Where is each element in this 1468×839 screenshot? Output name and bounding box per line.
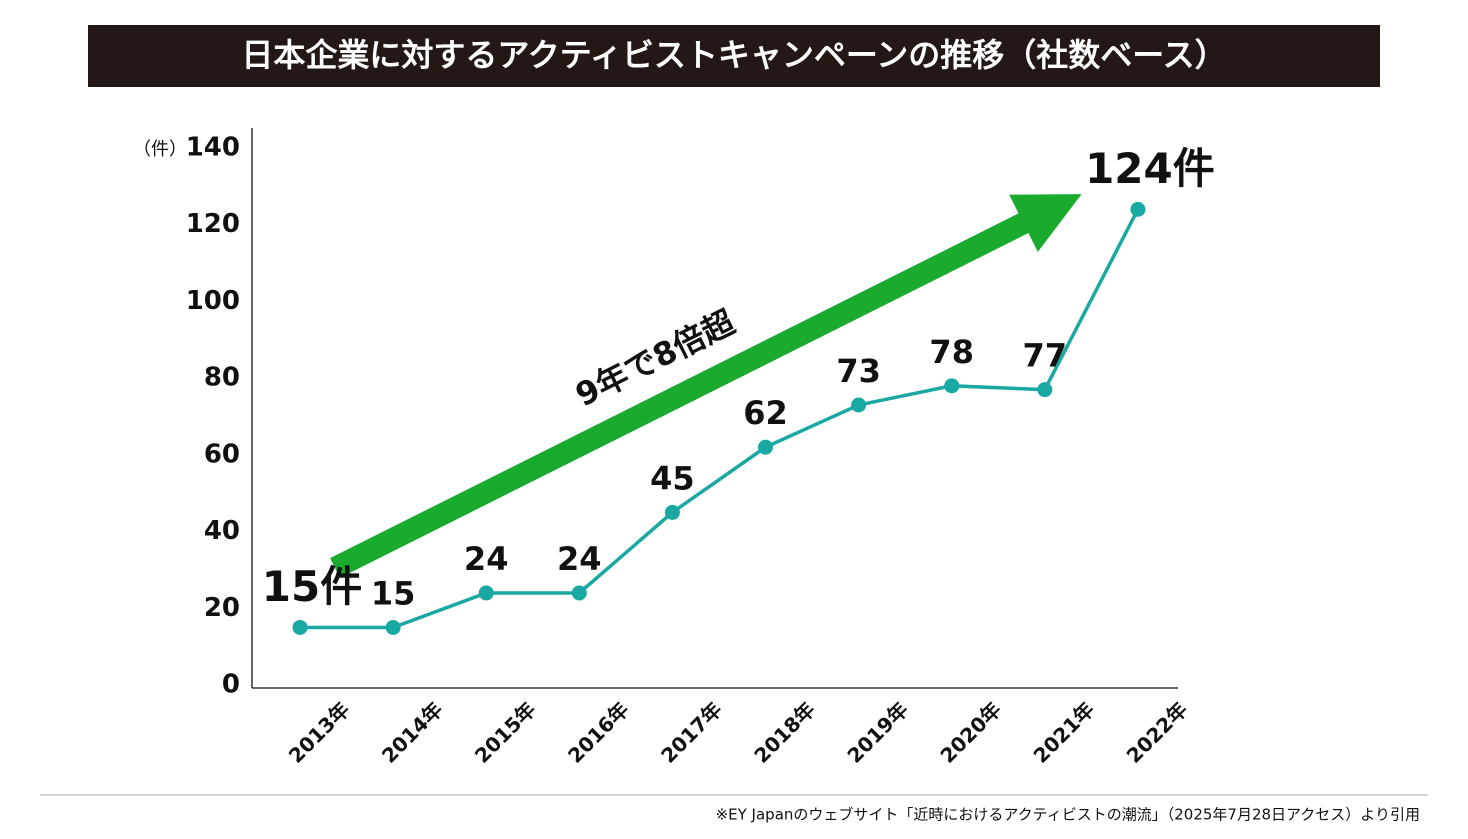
y-tick-label: 120 (186, 209, 240, 239)
data-label: 15 (371, 574, 416, 612)
x-tick-label: 2020年 (936, 697, 1006, 767)
data-label: 45 (650, 459, 695, 497)
x-tick-label: 2014年 (377, 697, 447, 767)
data-point (571, 585, 587, 601)
y-tick-label: 20 (204, 593, 240, 623)
data-point (385, 619, 401, 635)
x-tick-label: 2017年 (656, 697, 726, 767)
data-label: 15件 (262, 562, 362, 611)
x-tick-label: 2022年 (1122, 697, 1192, 767)
y-tick-label: 0 (222, 670, 240, 700)
arrow-shape (330, 194, 1082, 578)
x-tick-label: 2013年 (284, 697, 354, 767)
title-bar (88, 25, 1380, 87)
data-point (1130, 201, 1146, 217)
data-line (300, 208, 1140, 630)
y-tick-label: 80 (204, 363, 240, 393)
data-point (292, 619, 308, 635)
y-tick-label: 140 (186, 133, 240, 163)
y-tick-label: 60 (204, 439, 240, 469)
chart-title: 日本企業に対するアクティビストキャンペーンの推移（社数ベース） (241, 36, 1226, 74)
data-label: 62 (743, 394, 788, 432)
x-tick-label: 2021年 (1029, 697, 1099, 767)
data-label: 24 (464, 540, 509, 578)
data-point (664, 504, 680, 520)
x-tick-label: 2015年 (470, 697, 540, 767)
data-label: 24 (557, 540, 602, 578)
data-point (944, 378, 960, 394)
footnote: ※EY Japanのウェブサイト「近時におけるアクティビストの潮流」（2025年… (716, 806, 1420, 824)
data-point (851, 397, 867, 413)
x-tick-label: 2016年 (563, 697, 633, 767)
data-point (758, 439, 773, 455)
y-unit: （件） (133, 139, 187, 160)
data-label: 73 (836, 352, 881, 390)
x-tick-label: 2019年 (842, 697, 912, 767)
data-label: 78 (929, 333, 974, 371)
trend-arrow: 9年で8倍超 (330, 194, 1082, 578)
x-tick-label: 2018年 (749, 697, 819, 767)
data-label: 124件 (1085, 144, 1215, 193)
data-point (1037, 382, 1053, 398)
data-label: 77 (1023, 337, 1068, 375)
y-tick-label: 40 (204, 516, 240, 546)
data-point (478, 585, 494, 601)
y-tick-label: 100 (186, 286, 240, 316)
